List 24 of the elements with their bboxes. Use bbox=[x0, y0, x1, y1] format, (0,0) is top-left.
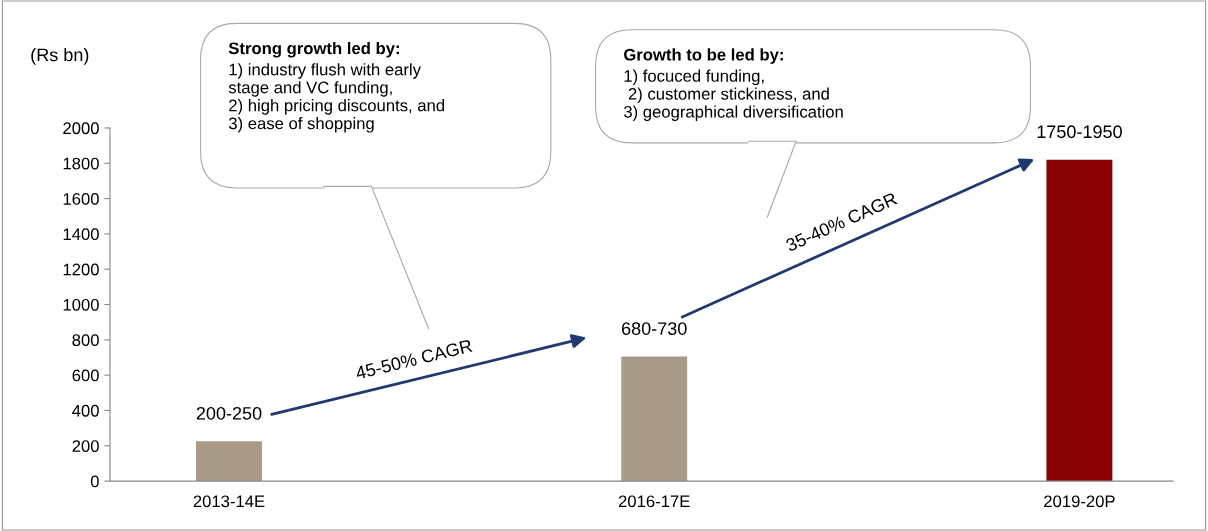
x-tick-label: 2016-17E bbox=[618, 495, 690, 508]
x-tick-label: 2013-14E bbox=[193, 495, 265, 508]
bar bbox=[1046, 159, 1113, 482]
x-tick-label: 2019-20P bbox=[1044, 495, 1115, 508]
y-tick-label: 2000 bbox=[63, 122, 99, 135]
y-tick-label: 1200 bbox=[63, 263, 99, 276]
annotation: Strong growth led by: 1) industry flush with early stage and VC funding, 2) high pricing discounts, and 3) ease of shopping bbox=[228, 41, 445, 133]
data-label: 200-250 bbox=[196, 406, 262, 420]
y-tick-label: 200 bbox=[72, 440, 99, 452]
y-tick-label: 1000 bbox=[63, 298, 99, 311]
y-tick-label: 1600 bbox=[63, 193, 99, 205]
data-label: 1750-1950 bbox=[1037, 125, 1122, 139]
y-tick-label: 0 bbox=[90, 475, 99, 488]
annotation: 45-50% CAGR bbox=[354, 339, 473, 380]
bar bbox=[196, 441, 262, 482]
y-tick-label: 400 bbox=[72, 404, 99, 417]
y-axis-title: (Rs bn) bbox=[31, 47, 89, 65]
bar bbox=[621, 356, 688, 482]
data-label: 680-730 bbox=[621, 322, 687, 335]
text: Growth to be led by: 1) focuced funding, 2) customer stickiness, and 3) geographical diversification bbox=[623, 48, 843, 121]
y-tick-label: 600 bbox=[72, 369, 99, 382]
y-tick-label: 1800 bbox=[63, 157, 99, 170]
y-tick-label: 800 bbox=[72, 334, 99, 347]
y-tick-label: 1400 bbox=[63, 228, 99, 241]
